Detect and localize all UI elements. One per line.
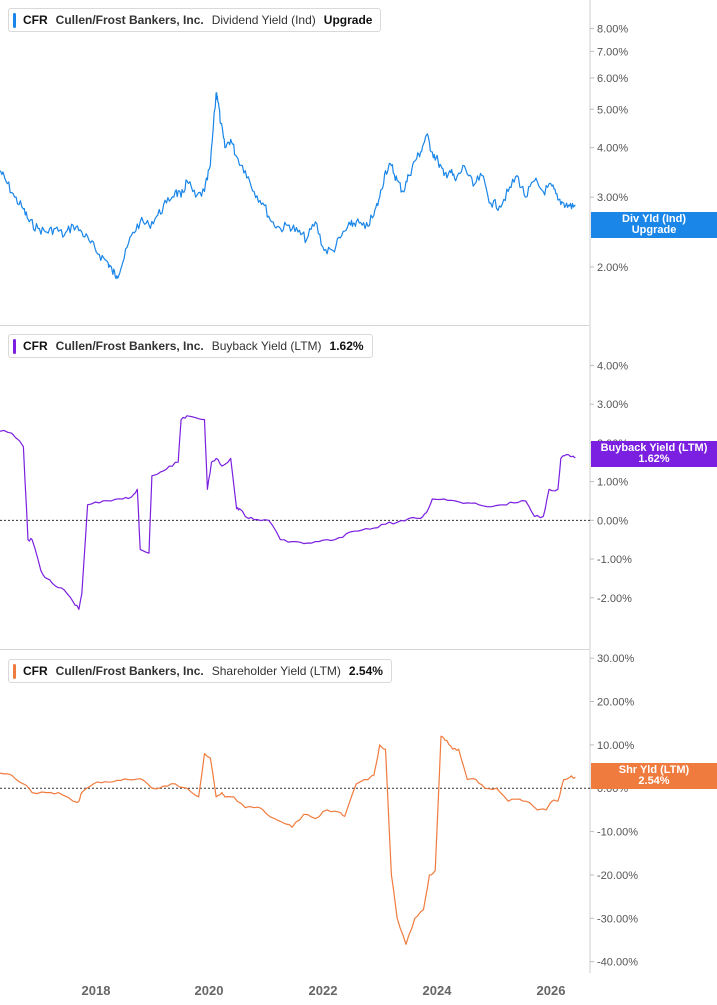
x-tick-label: 2022 [308,983,338,998]
x-tick-label: 2026 [536,983,566,998]
y-tick-label: -2.00% [597,593,632,605]
legend-metric: Shareholder Yield (LTM) [211,664,341,678]
y-tick-label: 8.00% [597,23,628,35]
x-tick-label: 2020 [194,983,224,998]
shareholder-yield-panel: -40.00% -30.00% -20.00% -10.00% 0.00% 10.00% 2… [0,650,717,973]
y-tick-label: 7.00% [597,46,628,58]
x-tick-label: 2018 [81,983,111,998]
y-tick-label: 4.00% [597,143,628,155]
dividend-yield-chart: 2.00% 3.00% 4.00% 5.00% 6.00% 7.00% 8.00% [0,0,628,325]
shareholder-yield-legend[interactable]: CFR Cullen/Frost Bankers, Inc. Sharehold… [8,659,392,683]
legend-company: Cullen/Frost Bankers, Inc. [55,664,204,678]
legend-ticker: CFR [23,13,48,27]
buyback-yield-value-tag: Buyback Yield (LTM) 1.62% [591,441,717,467]
legend-value: 2.54% [348,664,383,678]
y-tick-label: -20.00% [597,870,638,882]
buyback-yield-chart: -2.00%-1.00%0.00%1.00%2.00%3.00%4.00% [0,326,632,649]
shareholder-yield-value-tag: Shr Yld (LTM) 2.54% [591,763,717,789]
y-tick-label: -30.00% [597,913,638,925]
legend-company: Cullen/Frost Bankers, Inc. [55,339,204,353]
dividend-yield-value-tag: Div Yld (Ind) Upgrade [591,212,717,238]
x-axis: 2018 2020 2022 2024 2026 [0,973,717,1005]
tag-value: 1.62% [638,453,670,465]
tag-value: 2.54% [638,775,670,787]
y-tick-label: -10.00% [597,827,638,839]
legend-metric: Buyback Yield (LTM) [211,339,322,353]
x-tick-label: 2024 [422,983,452,998]
y-tick-label: 10.00% [597,740,635,752]
legend-metric: Dividend Yield (Ind) [211,13,316,27]
y-tick-label: 4.00% [597,360,628,372]
y-tick-label: 20.00% [597,697,635,709]
panel-divider [0,649,590,650]
tag-label: Buyback Yield (LTM) [600,442,708,454]
y-tick-label: 3.00% [597,399,628,411]
tag-label: Div Yld (Ind) [622,213,686,225]
y-tick-label: 30.00% [597,653,635,665]
y-tick-label: 6.00% [597,73,628,85]
legend-value: Upgrade [323,13,373,27]
series-line [0,735,576,945]
panel-divider [0,325,590,326]
dividend-yield-legend[interactable]: CFR Cullen/Frost Bankers, Inc. Dividend … [8,8,382,32]
series-color-swatch [13,338,16,354]
legend-ticker: CFR [23,664,48,678]
y-tick-label: 1.00% [597,477,628,489]
shareholder-yield-chart: -40.00%-30.00%-20.00%-10.00%0.00%10.00%2… [0,650,638,973]
dividend-yield-panel: 2.00% 3.00% 4.00% 5.00% 6.00% 7.00% 8.00% CFR … [0,0,717,325]
series-color-swatch [13,12,16,28]
y-tick-label: 2.00% [597,262,628,274]
legend-ticker: CFR [23,339,48,353]
tag-label: Shr Yld (LTM) [618,764,690,776]
series-line [0,92,576,280]
y-tick-label: 3.00% [597,192,628,204]
series-color-swatch [13,663,16,679]
y-tick-label: -40.00% [597,957,638,969]
buyback-yield-panel: -2.00%-1.00%0.00%1.00%2.00%3.00%4.00% CF… [0,326,717,649]
tag-value: Upgrade [631,224,677,236]
y-tick-label: -1.00% [597,554,632,566]
series-line [0,415,576,610]
y-tick-label: 5.00% [597,104,628,116]
legend-value: 1.62% [329,339,364,353]
buyback-yield-legend[interactable]: CFR Cullen/Frost Bankers, Inc. Buyback Y… [8,334,373,358]
y-tick-label: 0.00% [597,515,628,527]
legend-company: Cullen/Frost Bankers, Inc. [55,13,204,27]
